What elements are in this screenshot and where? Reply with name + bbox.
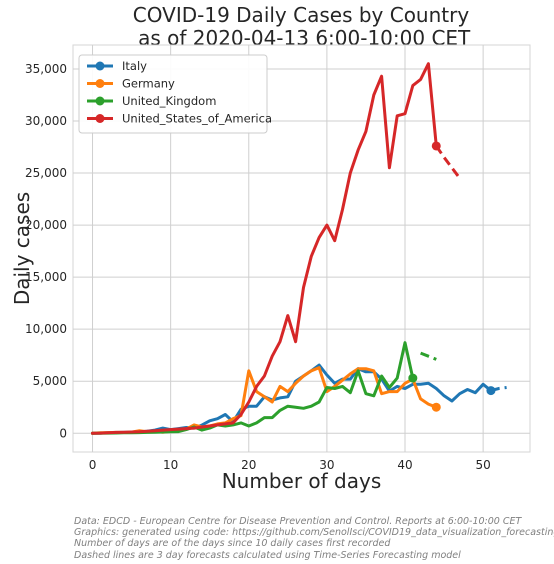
end-marker-italy <box>486 386 496 396</box>
chart-title-text: COVID-19 Daily Cases by Country as of 20… <box>132 3 471 50</box>
forecast-line-united_kingdom <box>420 351 437 361</box>
y-tick-label: 15,000 <box>25 270 67 284</box>
legend-label: Italy <box>122 59 147 73</box>
x-tick-label: 50 <box>475 458 490 472</box>
end-marker-united_kingdom <box>408 373 418 383</box>
y-axis-ticks: 0 5,000 10,000 15,000 20,000 25,000 30,000 35,0… <box>25 62 67 440</box>
y-tick-label: 20,000 <box>25 218 67 232</box>
legend-box <box>78 54 268 134</box>
y-tick-label: 25,000 <box>25 166 67 180</box>
x-tick-label: 20 <box>241 458 256 472</box>
x-tick-label: 10 <box>163 458 178 472</box>
legend-label: United_States_of_America <box>122 112 272 126</box>
y-tick-label: 10,000 <box>25 322 67 336</box>
y-tick-label: 35,000 <box>25 62 67 76</box>
x-axis-label: Number of days <box>222 469 382 493</box>
x-axis-ticks: 0 10 20 30 40 50 <box>89 458 491 472</box>
forecast-line-united_states_of_america <box>435 145 461 180</box>
end-marker-germany <box>431 402 441 412</box>
chart-title: COVID-19 Daily Cases by Country as of 20… <box>132 3 471 50</box>
x-tick-label: 30 <box>319 458 334 472</box>
caption-line: Dashed lines are 3 day forecasts calcula… <box>74 549 461 561</box>
y-tick-label: 30,000 <box>25 114 67 128</box>
x-tick-label: 40 <box>397 458 412 472</box>
chart: COVID-19 Daily Cases by Country as of 20… <box>10 3 531 493</box>
caption-line: Number of days are of the days since 10 … <box>74 538 391 550</box>
legend-marker <box>95 61 105 71</box>
caption-line: Graphics: generated using code: https://… <box>74 527 554 539</box>
series-line-united_states_of_america <box>91 62 438 435</box>
series-lines <box>91 62 507 435</box>
legend-marker <box>95 96 105 106</box>
x-tick-label: 0 <box>89 458 97 472</box>
legend-label: United_Kingdom <box>122 94 216 108</box>
caption: Data: EDCD - European Centre for Disease… <box>74 516 554 561</box>
legend-marker <box>95 114 105 123</box>
end-marker-united_states_of_america <box>431 141 441 151</box>
legend: Italy Germany United_Kingdom United_States_… <box>78 54 272 134</box>
y-axis-label: Daily cases <box>10 192 34 305</box>
caption-line: Data: EDCD - European Centre for Disease… <box>74 516 522 527</box>
legend-label: Germany <box>122 77 175 91</box>
y-tick-label: 5,000 <box>33 374 67 388</box>
y-tick-label: 0 <box>59 426 67 440</box>
legend-marker <box>95 79 105 88</box>
